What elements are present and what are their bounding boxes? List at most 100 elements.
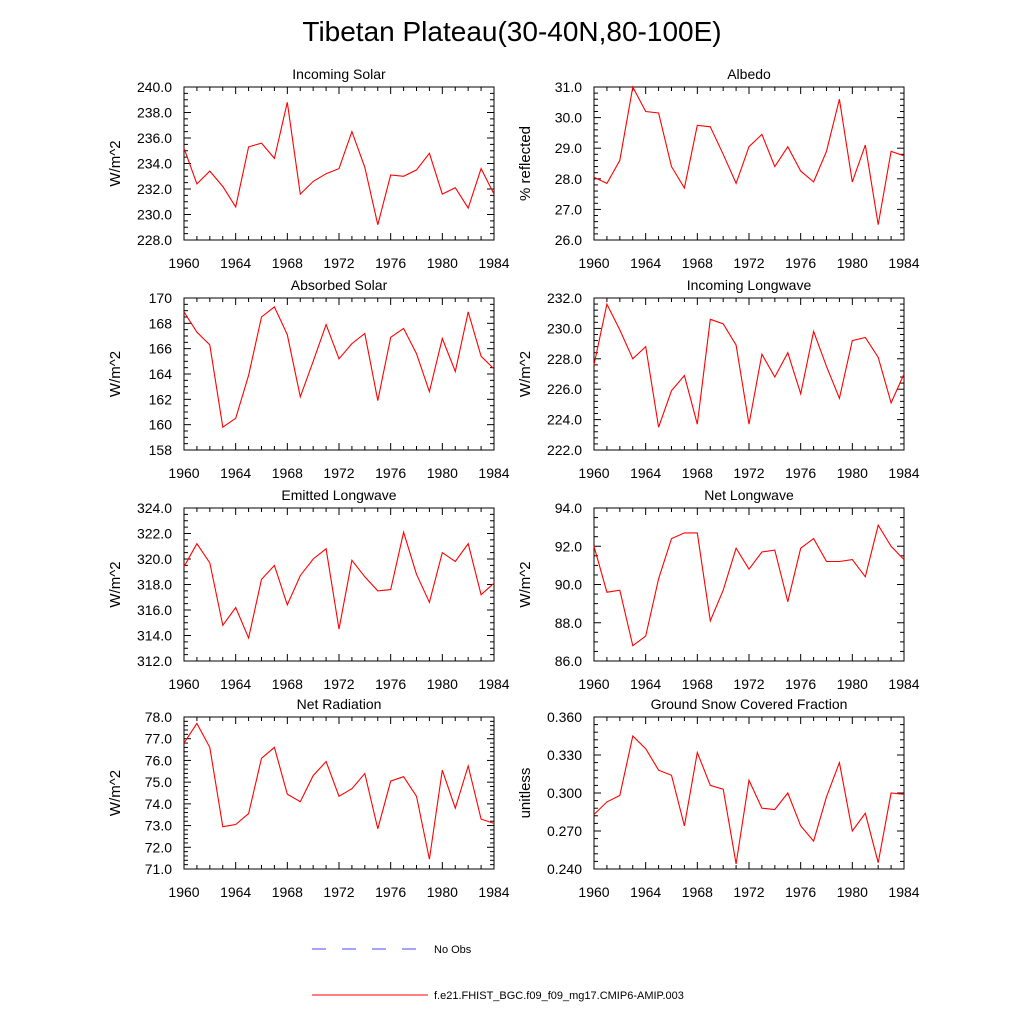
data-point [221,825,224,828]
data-point [864,336,867,339]
x-ticks: 1960 1964 1968 1972 1976 1980 1984 [578,717,920,900]
y-tick-label: 86.0 [555,653,582,669]
data-point [890,545,893,548]
panel-title: Absorbed Solar [291,277,388,293]
x-tick-label: 1984 [888,465,919,481]
x-tick-label: 1964 [630,884,661,900]
x-tick-label: 1980 [837,884,868,900]
chart-panel: Emitted Longwave W/m^2 1960 1964 1968 1972 197… [107,487,510,692]
data-point [799,547,802,550]
data-point [441,551,444,554]
y-tick-label: 0.330 [547,747,582,763]
data-point [593,813,596,816]
data-points [183,305,496,428]
y-tick-label: 232.0 [137,181,172,197]
y-tick-label: 164 [149,366,173,382]
data-point [877,356,880,359]
y-tick-label: 29.0 [555,140,582,156]
series-line [593,302,905,428]
data-point [760,133,763,136]
data-point [312,360,315,363]
y-tick-label: 28.0 [555,171,582,187]
x-tick-label: 1984 [478,255,509,271]
y-tick-label: 158 [149,442,173,458]
x-tick-label: 1976 [375,884,406,900]
x-tick-label: 1980 [427,676,458,692]
y-axis-label: unitless [517,768,534,819]
y-tick-label: 31.0 [555,79,582,95]
data-point [657,769,660,772]
data-point [402,775,405,778]
data-point [338,628,341,631]
data-point [786,792,789,795]
y-tick-label: 94.0 [555,500,582,516]
data-point [247,374,250,377]
data-point [389,588,392,591]
data-point [903,373,906,376]
y-axis-label: W/m^2 [517,351,534,397]
data-point [593,545,596,548]
x-tick-label: 1972 [733,676,764,692]
x-tick-label: 1980 [427,884,458,900]
y-tick-label: 240.0 [137,79,172,95]
data-point [825,150,828,153]
data-point [631,357,634,360]
y-tick-label: 160 [149,417,173,433]
data-point [838,397,841,400]
x-tick-label: 1964 [630,676,661,692]
data-point [735,547,738,550]
data-point [696,124,699,127]
y-tick-label: 75.0 [145,774,172,790]
data-point [415,573,418,576]
data-point [415,795,418,798]
data-point [877,223,880,226]
data-point [735,182,738,185]
data-point [260,316,263,319]
x-tick-label: 1976 [375,255,406,271]
x-tick-label: 1972 [323,255,354,271]
data-point [864,812,867,815]
data-point [493,367,496,370]
data-point [376,589,379,592]
data-point [183,565,186,568]
data-point [493,193,496,196]
y-tick-label: 0.240 [547,861,582,877]
data-point [773,165,776,168]
data-point [618,328,621,331]
x-ticks: 1960 1964 1968 1972 1976 1980 1984 [168,508,510,692]
data-point [441,337,444,340]
data-point [428,390,431,393]
data-point [864,575,867,578]
data-point [350,342,353,345]
x-ticks: 1960 1964 1968 1972 1976 1980 1984 [578,508,920,692]
data-point [838,560,841,563]
data-point [299,193,302,196]
chart-panel: Ground Snow Covered Fraction unitless 1960… [517,696,920,900]
y-tick-label: 72.0 [145,839,172,855]
x-tick-label: 1984 [478,465,509,481]
data-point [760,550,763,553]
data-point [605,182,608,185]
data-points [593,524,906,647]
data-point [903,558,906,561]
data-point [221,185,224,188]
data-point [299,574,302,577]
data-point [670,389,673,392]
x-tick-label: 1960 [578,676,609,692]
data-point [838,98,841,101]
x-ticks: 1960 1964 1968 1972 1976 1980 1984 [578,298,920,481]
data-point [363,772,366,775]
data-point [735,862,738,865]
series-line [183,530,495,640]
y-tick-label: 324.0 [137,500,172,516]
x-tick-label: 1972 [323,465,354,481]
x-tick-label: 1976 [785,465,816,481]
data-point [338,167,341,170]
data-point [722,153,725,156]
data-point [631,86,634,89]
x-tick-label: 1968 [272,255,303,271]
y-tick-label: 234.0 [137,156,172,172]
data-point [890,150,893,153]
